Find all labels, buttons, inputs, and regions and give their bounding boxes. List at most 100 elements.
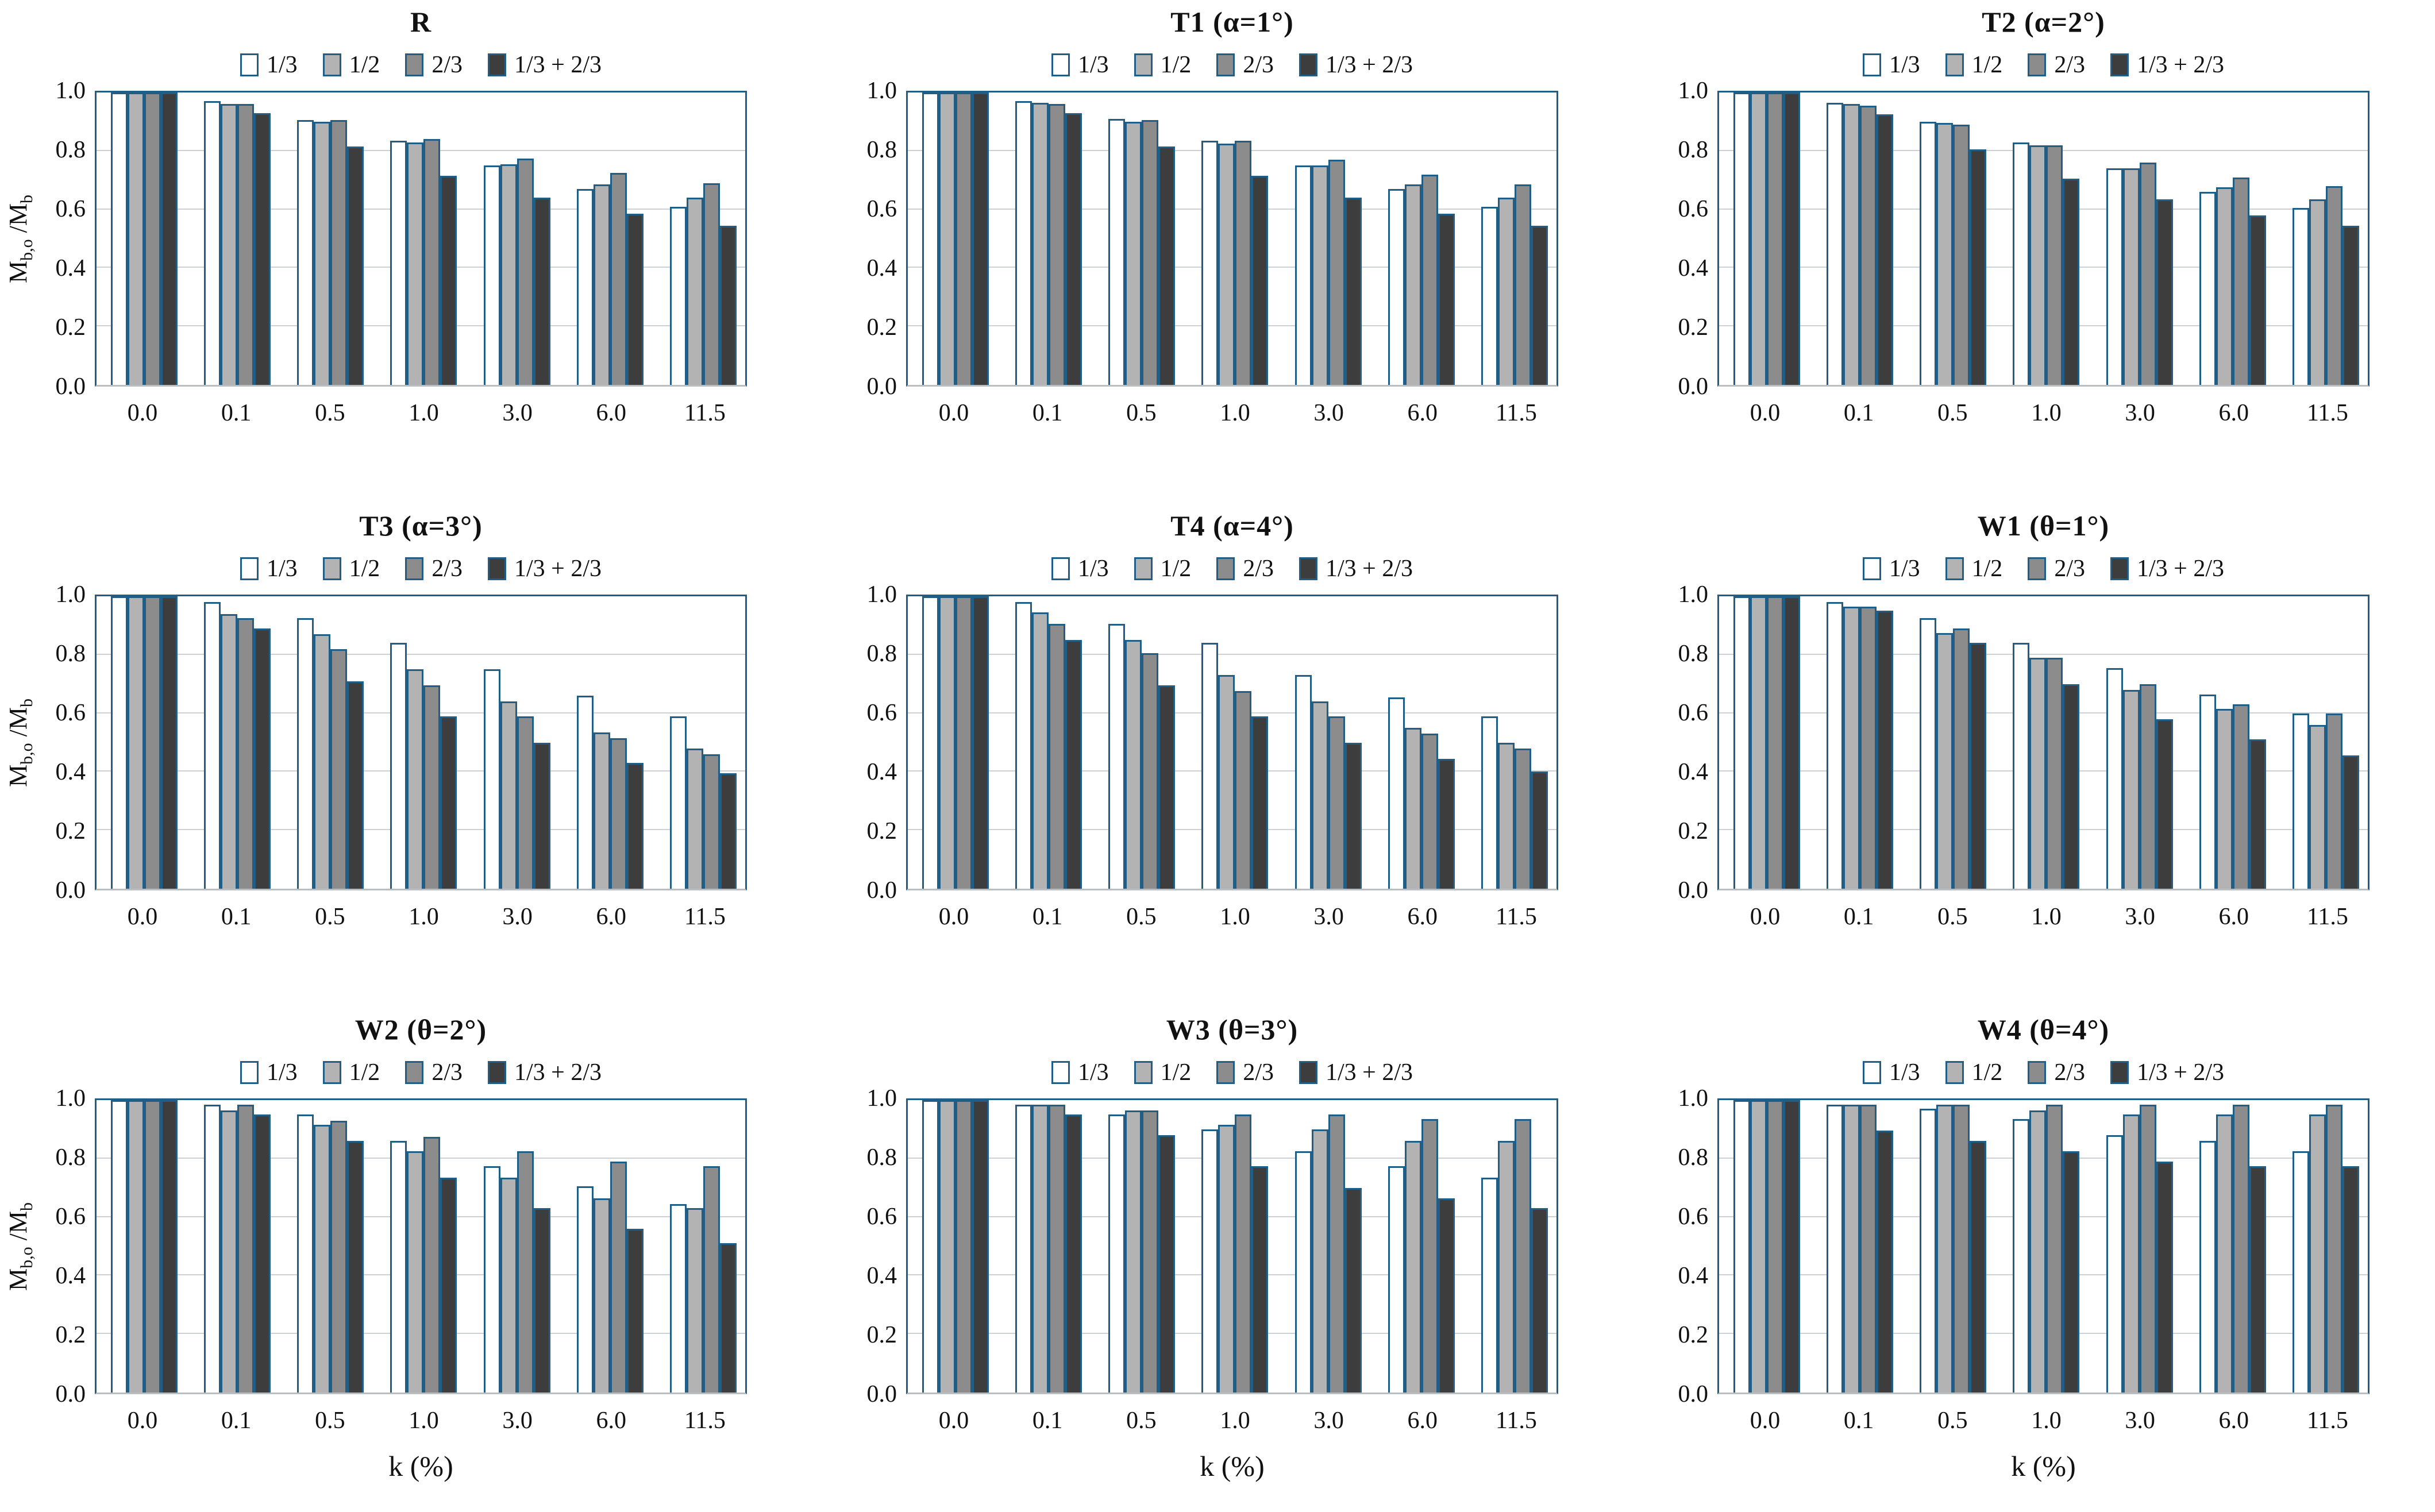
bar <box>2232 704 2249 889</box>
y-tick-label: 0.0 <box>55 373 86 400</box>
bar <box>939 1100 955 1393</box>
x-tick-label: 0.5 <box>1937 400 1968 426</box>
bar <box>221 614 238 889</box>
y-tick-label: 0.2 <box>55 314 86 341</box>
bar <box>2046 657 2063 889</box>
bar-group-k-0.5 <box>297 92 364 385</box>
bar-group-k-1.0 <box>390 92 457 385</box>
bar <box>1344 742 1362 889</box>
legend: 1/3 1/2 2/3 1/3 + 2/3 <box>906 1056 1558 1089</box>
y-axis-ticks: 1.0 0.8 0.6 0.4 0.2 0.0 <box>1663 78 1717 400</box>
bar <box>1783 1100 1800 1393</box>
y-axis-ticks: 1.0 0.8 0.6 0.4 0.2 0.0 <box>40 581 95 904</box>
legend-item: 1/2 <box>322 555 380 583</box>
bar <box>1750 1100 1767 1393</box>
bar <box>2122 168 2140 385</box>
x-axis-ticks: 0.0 0.1 0.5 1.0 3.0 6.0 11.5 <box>95 903 747 931</box>
y-axis-ticks: 1.0 0.8 0.6 0.4 0.2 0.0 <box>852 1085 906 1407</box>
bar <box>1049 1104 1066 1393</box>
legend-label: 2/3 <box>2054 52 2085 78</box>
y-axis-label-gutter: Mb,o /Mb <box>0 91 40 387</box>
bar <box>1015 602 1032 889</box>
bar <box>1201 141 1219 385</box>
bar <box>1328 716 1345 889</box>
bar <box>1125 1110 1142 1393</box>
bar <box>1531 772 1548 889</box>
bar <box>1158 685 1176 889</box>
legend-swatch-dark <box>487 557 506 580</box>
x-tick-label: 0.1 <box>1032 1407 1063 1434</box>
bar <box>922 1100 939 1393</box>
bar <box>2249 1166 2266 1393</box>
x-tick-label: 3.0 <box>2125 1407 2155 1434</box>
bar-group-k-1.0 <box>390 1100 457 1393</box>
bar <box>1218 1125 1235 1393</box>
bar <box>1531 1208 1548 1393</box>
legend-swatch-lightgray <box>1945 557 1964 580</box>
x-tick-label: 3.0 <box>1313 400 1344 426</box>
bar <box>1877 611 1894 889</box>
bar <box>922 92 939 385</box>
legend-label: 2/3 <box>431 556 463 582</box>
bar-group-k-11.5 <box>669 596 737 889</box>
bar-group-k-0.1 <box>1827 596 1894 889</box>
bar <box>2342 1166 2359 1393</box>
legend-swatch-dark <box>1299 1061 1317 1084</box>
bar <box>1953 125 1970 385</box>
bar-group-k-0.0 <box>1733 92 1800 385</box>
bar <box>576 188 594 385</box>
bar <box>2309 1114 2326 1393</box>
bar <box>1032 102 1049 385</box>
bar-group-k-11.5 <box>669 1100 737 1393</box>
y-tick-label: 0.0 <box>55 1381 86 1407</box>
bar-group-k-3.0 <box>483 92 550 385</box>
legend-label: 1/2 <box>349 556 380 582</box>
x-tick-label: 0.5 <box>1126 904 1157 930</box>
bar <box>1108 624 1126 889</box>
chart-title: R <box>410 6 432 38</box>
bar <box>1733 1100 1750 1393</box>
legend-label: 1/3 + 2/3 <box>514 556 602 582</box>
bar <box>111 1100 128 1393</box>
chart-title: W1 (θ=1°) <box>1977 510 2110 542</box>
bar <box>2199 694 2216 889</box>
x-tick-label: 11.5 <box>684 1407 726 1434</box>
y-tick-label: 0.6 <box>866 700 897 726</box>
bar <box>1108 118 1126 385</box>
bar <box>1108 1114 1126 1393</box>
bar <box>533 1208 550 1393</box>
chart-W2: W2 (θ=2°) 1/3 1/2 2/3 1/3 + 2/3 Mb,o /Mb 1.… <box>0 1008 811 1511</box>
bar <box>1311 165 1328 385</box>
y-tick-label: 0.6 <box>55 196 86 222</box>
x-tick-label: 11.5 <box>2306 904 2348 930</box>
bar <box>703 754 720 889</box>
bar <box>2292 713 2309 889</box>
legend-item: 1/3 <box>1051 51 1109 79</box>
legend-swatch-gray <box>2028 1061 2047 1084</box>
legend-label: 1/3 <box>1889 1059 1920 1086</box>
bar <box>1767 1100 1783 1393</box>
chart-T3: T3 (α=3°) 1/3 1/2 2/3 1/3 + 2/3 Mb,o /Mb 1.… <box>0 504 811 1008</box>
x-tick-label: 1.0 <box>1220 400 1250 426</box>
y-tick-label: 0.2 <box>1678 1322 1709 1348</box>
bar <box>2046 145 2063 385</box>
bar <box>1404 728 1421 889</box>
bar-group-k-0.1 <box>1015 596 1082 889</box>
legend-swatch-gray <box>405 1061 424 1084</box>
y-tick-label: 1.0 <box>55 78 86 104</box>
bar <box>1438 758 1455 889</box>
x-tick-label: 0.0 <box>938 400 969 426</box>
x-tick-label: 3.0 <box>1313 1407 1344 1434</box>
bar <box>2013 643 2030 889</box>
x-tick-label: 0.1 <box>1032 904 1063 930</box>
x-axis-ticks: 0.0 0.1 0.5 1.0 3.0 6.0 11.5 <box>95 1407 747 1434</box>
bar <box>2342 225 2359 385</box>
bar <box>1404 1141 1421 1393</box>
bar <box>483 669 500 889</box>
y-tick-label: 1.0 <box>55 1085 86 1112</box>
chart-title: T1 (α=1°) <box>1170 6 1294 38</box>
bar <box>1218 675 1235 889</box>
bar <box>1015 1104 1032 1393</box>
legend-swatch-white <box>1862 1061 1881 1084</box>
legend-swatch-white <box>1862 557 1881 580</box>
